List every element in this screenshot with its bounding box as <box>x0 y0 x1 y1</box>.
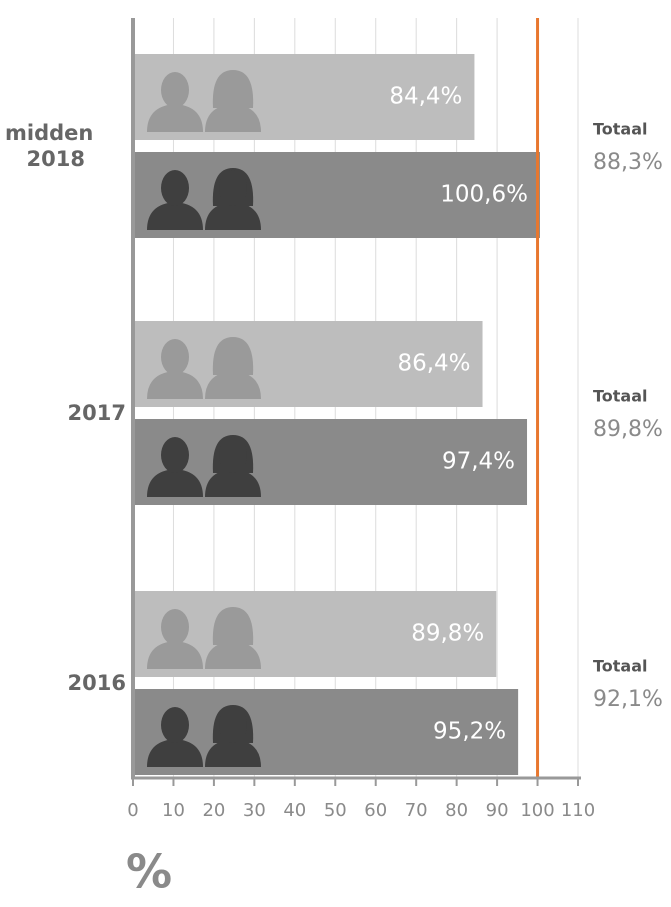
icon-body <box>205 104 261 132</box>
person-icon <box>205 607 261 669</box>
icon-head <box>161 609 189 645</box>
value-label: 84,4% <box>389 84 462 110</box>
icon-body <box>205 371 261 399</box>
icon-head <box>219 609 247 645</box>
x-tick-label: 0 <box>127 800 138 821</box>
person-icon <box>147 707 203 767</box>
icons <box>147 70 261 132</box>
total-value: 88,3% <box>593 150 663 175</box>
icons <box>147 337 261 399</box>
x-tick-label: 30 <box>243 800 266 821</box>
category-label: 2016 <box>67 671 126 695</box>
x-tick-label: 60 <box>364 800 387 821</box>
icon-body <box>147 641 203 669</box>
x-tick-label: 110 <box>561 800 595 821</box>
icons <box>147 705 261 767</box>
icon-body <box>205 739 261 767</box>
value-label: 100,6% <box>440 182 528 208</box>
icon-head <box>161 707 189 743</box>
x-tick-label: 20 <box>202 800 225 821</box>
icon-head <box>219 707 247 743</box>
person-icon <box>147 339 203 399</box>
icon-head <box>219 170 247 206</box>
total-title: Totaal <box>593 657 648 676</box>
icon-body <box>147 739 203 767</box>
icon-head <box>161 437 189 473</box>
x-tick-label: 50 <box>324 800 347 821</box>
person-icon <box>205 70 261 132</box>
icon-head <box>219 72 247 108</box>
total-title: Totaal <box>593 387 648 406</box>
person-icon <box>205 705 261 767</box>
icon-head <box>219 339 247 375</box>
value-label: 97,4% <box>442 449 515 475</box>
x-tick-label: 70 <box>405 800 428 821</box>
x-tick-label: 100 <box>520 800 554 821</box>
icon-body <box>147 371 203 399</box>
value-label: 89,8% <box>411 621 484 647</box>
icon-body <box>147 202 203 230</box>
icon-body <box>147 469 203 497</box>
x-tick-label: 10 <box>162 800 185 821</box>
total-value: 89,8% <box>593 417 663 442</box>
icon-body <box>205 641 261 669</box>
category-label: 2017 <box>67 401 126 425</box>
person-icon <box>205 337 261 399</box>
x-tick-label: 90 <box>486 800 509 821</box>
x-tick-label: 40 <box>283 800 306 821</box>
icon-head <box>161 170 189 206</box>
person-icon <box>147 609 203 669</box>
value-label: 86,4% <box>397 351 470 377</box>
x-tick-label: 80 <box>445 800 468 821</box>
person-icon <box>205 435 261 497</box>
category-label: midden 2018 <box>5 121 94 171</box>
person-icon <box>147 72 203 132</box>
icon-body <box>205 202 261 230</box>
person-icon <box>147 170 203 230</box>
person-icon <box>205 168 261 230</box>
icons <box>147 168 261 230</box>
icon-head <box>161 72 189 108</box>
icon-body <box>205 469 261 497</box>
icon-head <box>219 437 247 473</box>
icons <box>147 435 261 497</box>
total-value: 92,1% <box>593 687 663 712</box>
x-axis-label: % <box>126 845 172 899</box>
icon-body <box>147 104 203 132</box>
total-title: Totaal <box>593 120 648 139</box>
value-label: 95,2% <box>433 719 506 745</box>
icons <box>147 607 261 669</box>
icon-head <box>161 339 189 375</box>
person-icon <box>147 437 203 497</box>
